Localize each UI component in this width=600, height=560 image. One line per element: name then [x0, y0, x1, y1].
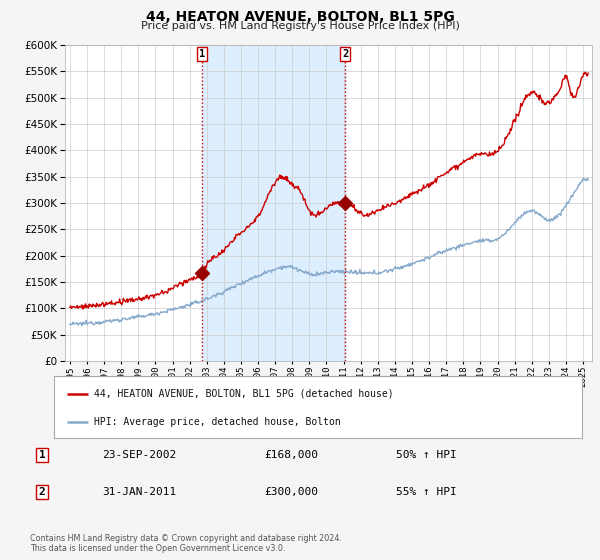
Text: Contains HM Land Registry data © Crown copyright and database right 2024.
This d: Contains HM Land Registry data © Crown c… — [30, 534, 342, 553]
Text: 2: 2 — [342, 49, 348, 59]
Text: 31-JAN-2011: 31-JAN-2011 — [102, 487, 176, 497]
Text: 44, HEATON AVENUE, BOLTON, BL1 5PG: 44, HEATON AVENUE, BOLTON, BL1 5PG — [146, 10, 454, 24]
Text: 44, HEATON AVENUE, BOLTON, BL1 5PG (detached house): 44, HEATON AVENUE, BOLTON, BL1 5PG (deta… — [94, 389, 393, 399]
Text: 2: 2 — [38, 487, 46, 497]
Text: 1: 1 — [38, 450, 46, 460]
Text: 23-SEP-2002: 23-SEP-2002 — [102, 450, 176, 460]
Text: Price paid vs. HM Land Registry's House Price Index (HPI): Price paid vs. HM Land Registry's House … — [140, 21, 460, 31]
Bar — [202, 45, 345, 361]
Text: £168,000: £168,000 — [264, 450, 318, 460]
Text: 55% ↑ HPI: 55% ↑ HPI — [396, 487, 457, 497]
Text: £300,000: £300,000 — [264, 487, 318, 497]
Text: 1: 1 — [199, 49, 205, 59]
Text: 50% ↑ HPI: 50% ↑ HPI — [396, 450, 457, 460]
Text: HPI: Average price, detached house, Bolton: HPI: Average price, detached house, Bolt… — [94, 417, 340, 427]
